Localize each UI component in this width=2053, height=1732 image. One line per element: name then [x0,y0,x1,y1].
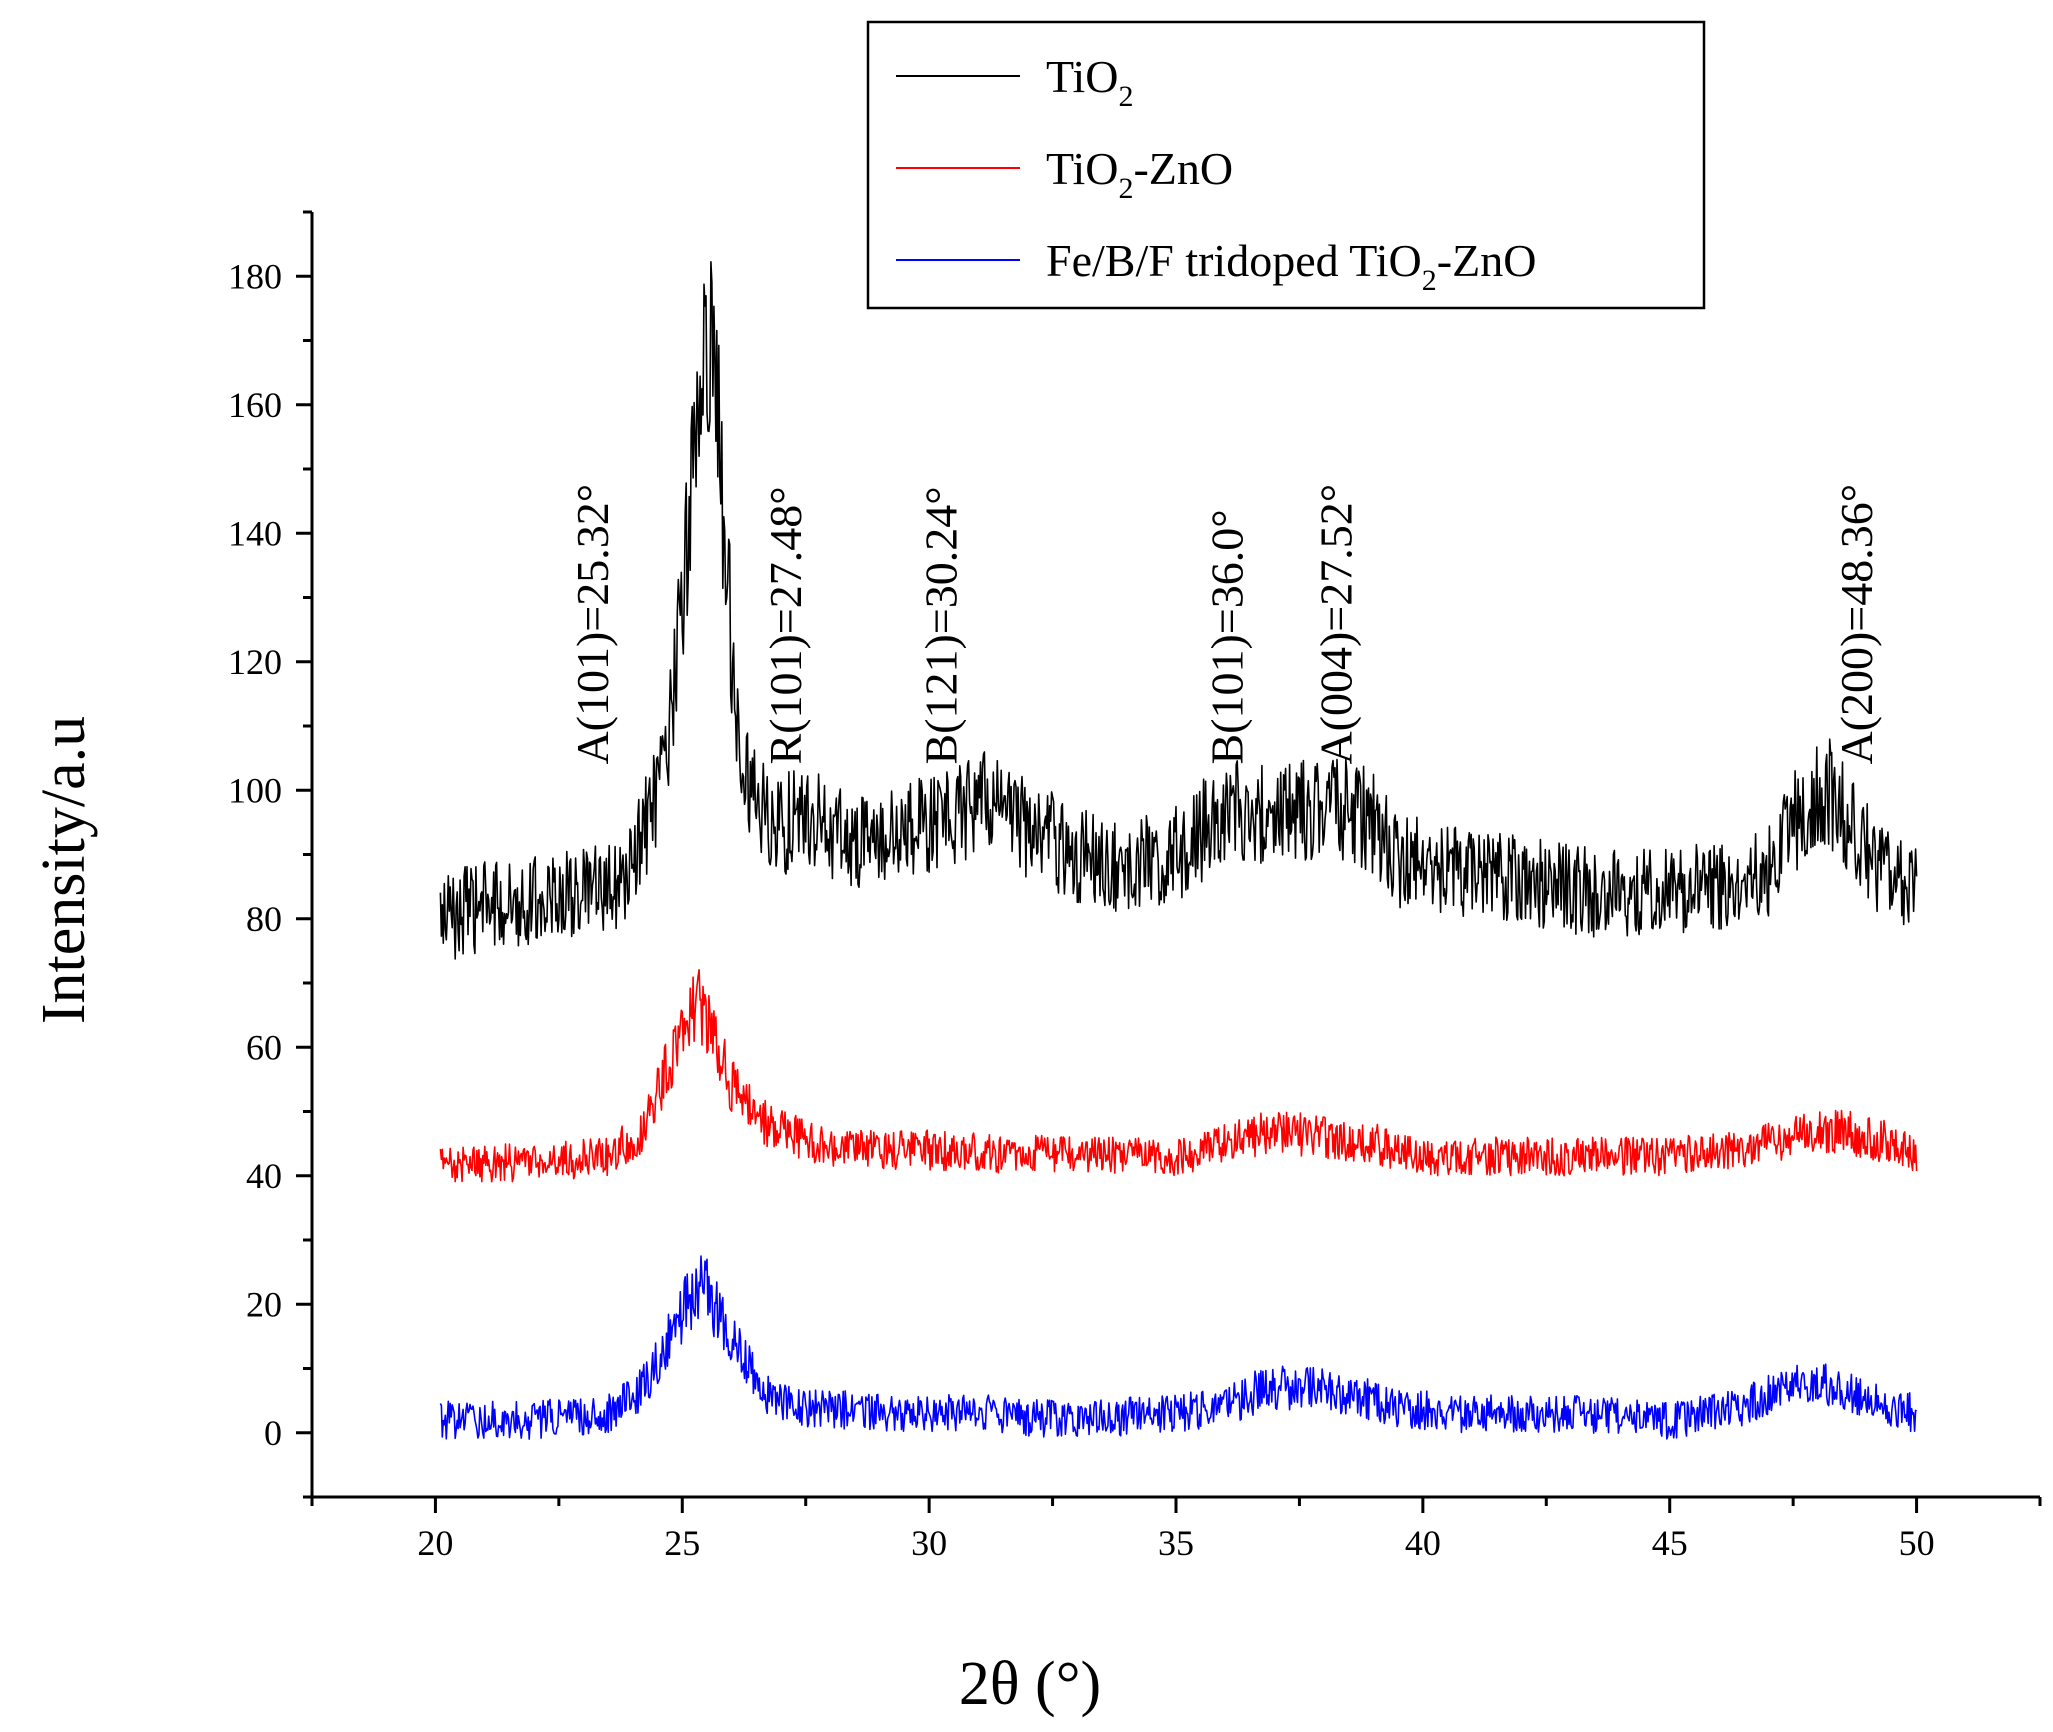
legend-label-2: TiO2-ZnO [1046,143,1233,205]
series-line-3 [439,1255,1918,1440]
x-tick-label: 20 [417,1523,453,1563]
y-tick-label: 180 [228,256,282,296]
legend: TiO2 TiO2-ZnO Fe/B/F tridoped TiO2-ZnO [866,20,1706,310]
y-tick-label: 20 [246,1284,282,1324]
y-tick-label: 0 [264,1413,282,1453]
y-tick-label: 40 [246,1156,282,1196]
x-tick-label: 25 [664,1523,700,1563]
series-layer [439,261,1918,1440]
peak-annotation: A(200)=48.36° [1831,484,1882,765]
legend-label-3: Fe/B/F tridoped TiO2-ZnO [1046,235,1536,297]
y-tick-label: 60 [246,1027,282,1067]
x-tick-label: 30 [911,1523,947,1563]
y-tick-label: 160 [228,385,282,425]
peak-annotations: A(101)=25.32° R(101)=27.48° B(121)=30.24° B… [567,484,1882,765]
axes: 20 25 30 35 40 45 50 0 20 40 60 80 100 120 140 160 180 [228,210,2042,1563]
peak-annotation: A(101)=25.32° [567,484,618,765]
series-line-2 [439,969,1918,1183]
x-tick-label: 35 [1158,1523,1194,1563]
peak-annotation: B(121)=30.24° [915,486,966,764]
legend-label-1: TiO2 [1046,51,1133,113]
y-tick-label: 120 [228,642,282,682]
peak-annotation: A(004)=27.52° [1310,484,1361,765]
y-tick-label: 100 [228,770,282,810]
y-axis-title: Intensity/a.u [30,716,98,1024]
peak-annotation: B(101)=36.0° [1202,509,1253,764]
series-line-1 [439,261,1918,960]
x-tick-label: 40 [1405,1523,1441,1563]
x-axis-title: 2θ (°) [959,1650,1101,1718]
x-tick-label: 50 [1899,1523,1935,1563]
y-tick-label: 140 [228,513,282,553]
y-tick-label: 80 [246,899,282,939]
peak-annotation: R(101)=27.48° [760,486,811,764]
x-tick-label: 45 [1652,1523,1688,1563]
